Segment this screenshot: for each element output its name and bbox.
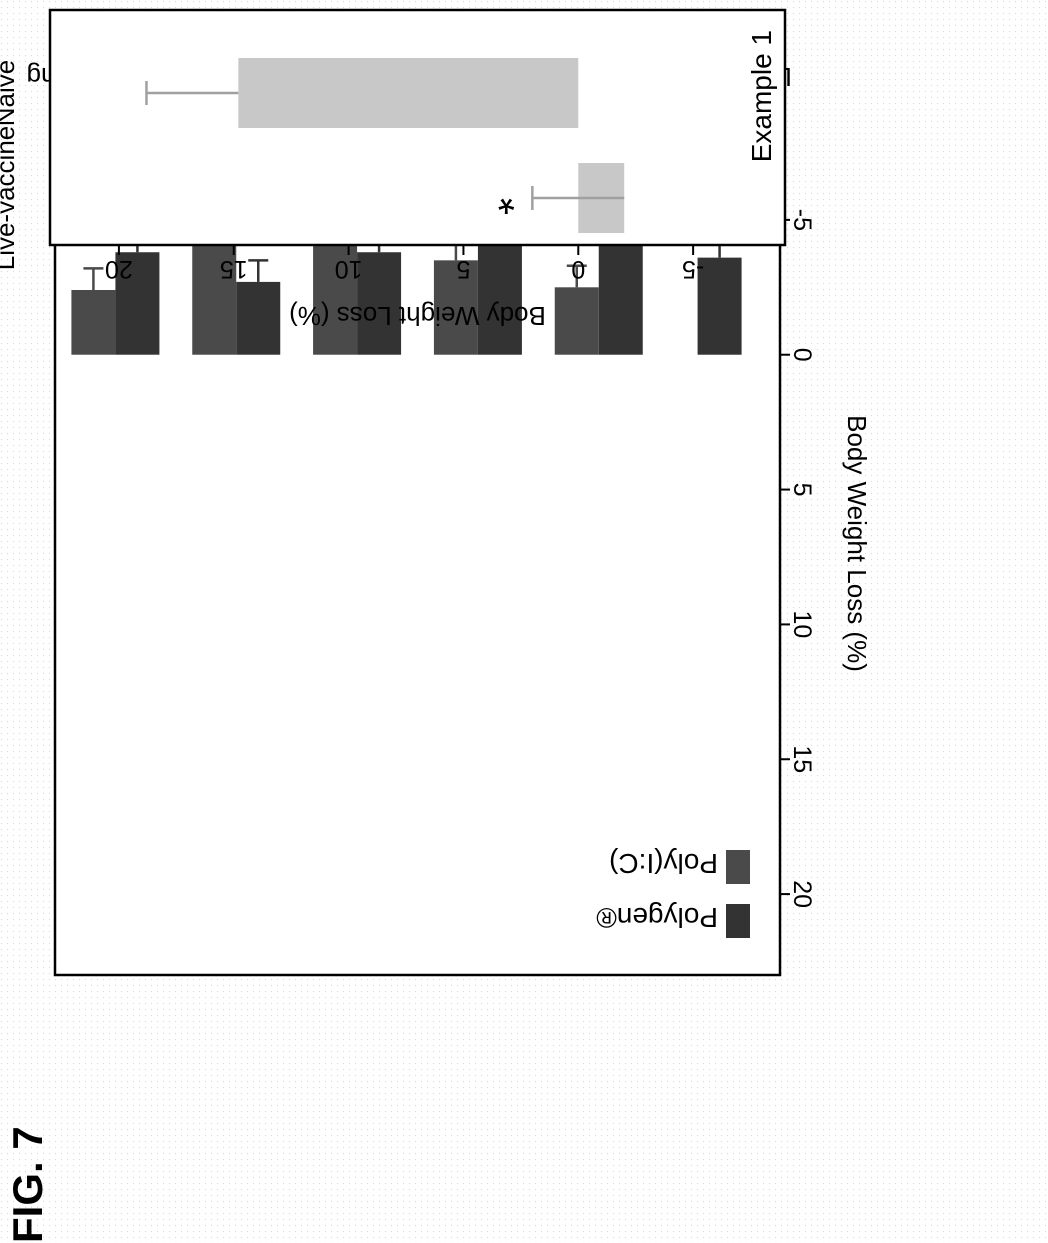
legend-label-polygen: Polygen®: [596, 902, 718, 933]
main-bar-polygen-peptides-0-25-ng: [236, 281, 281, 355]
main-ytick-label: 20: [788, 880, 816, 908]
legend-swatch-poly-i-c: [726, 850, 750, 884]
example1-ytick-label: 15: [220, 255, 248, 283]
example1-ytick-label: 20: [105, 255, 133, 283]
main-bar-polygen-peptides-0-5-ng: [357, 252, 402, 355]
main-plot-frame: [53, 110, 782, 977]
example1-category-label: Live-vaccine: [0, 126, 20, 271]
main-bar-polygen-peptides-0-1-ng: [115, 252, 160, 355]
example1-ytick-label: 5: [456, 255, 470, 283]
example1-y-axis-label: Body Weight Loss (%): [289, 301, 546, 331]
example1-ytick-label: 0: [571, 255, 585, 283]
example1-bar-naive: [238, 58, 579, 128]
rotated-charts: -5 0 5 10 15 20 Body Weight Loss (%) Live-vacci…: [0, 8, 872, 977]
legend-swatch-polygen: [726, 904, 750, 938]
main-bar-live-vaccine: [697, 257, 742, 355]
main-ytick-label: 10: [788, 611, 816, 639]
main-ytick-label: -5: [788, 209, 816, 231]
example1-title: Example 1: [746, 30, 777, 162]
example1-significance-asterisk: *: [498, 174, 515, 223]
main-ytick-label: 5: [788, 483, 816, 497]
main-bar-polygen-peptides-1-ng: [477, 238, 522, 355]
main-bar-poly-i-c-peptides-0-1-ng: [71, 289, 116, 355]
main-bar-poly-i-c-peptides-0-5-ng: [313, 241, 358, 355]
example1-ytick-label: 10: [335, 255, 363, 283]
main-ytick-label: 15: [788, 745, 816, 773]
example1-chart: -5 0 5 10 15 20 Body Weight Loss (%) NaiveLive-…: [0, 8, 787, 331]
main-bar-poly-i-c-proteins-1-ng: [554, 287, 599, 355]
example1-ytick-label: -5: [682, 255, 704, 283]
main-bar-poly-i-c-peptides-1-ng: [433, 260, 478, 355]
example1-category-label: Naive: [0, 60, 20, 126]
figure-label: FIG. 7: [4, 1126, 51, 1243]
main-bar-poly-i-c-peptides-0-25-ng: [192, 241, 237, 355]
main-ytick-label: 0: [788, 348, 816, 362]
legend-label-poly-i-c: Poly(I:C): [609, 848, 718, 879]
main-y-axis-label: Body Weight Loss (%): [842, 415, 872, 672]
